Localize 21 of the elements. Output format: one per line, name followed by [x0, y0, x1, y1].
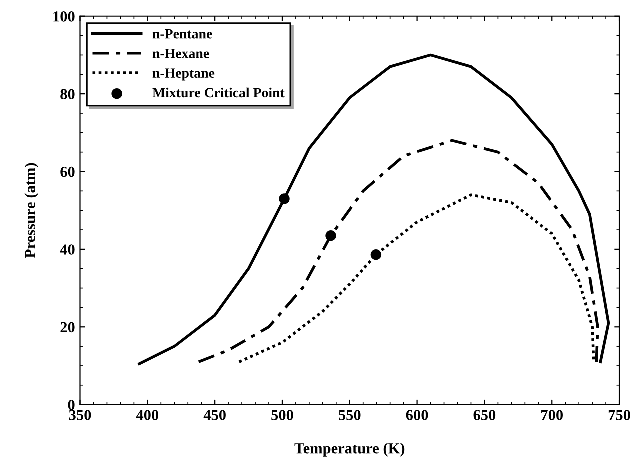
- legend-label: n-Pentane: [152, 30, 212, 39]
- x-tick-label: 400: [136, 410, 159, 420]
- x-tick-label: 650: [474, 410, 496, 420]
- x-tick-label: 450: [204, 410, 226, 420]
- x-tick-label: 350: [69, 410, 92, 420]
- y-tick-label: 100: [54, 12, 75, 22]
- x-tick-label: 550: [339, 410, 361, 420]
- legend-label: n-Hexane: [152, 49, 210, 58]
- legend-label: n-Heptane: [152, 68, 215, 81]
- y-tick-label: 0: [68, 400, 75, 410]
- x-tick-label: 750: [608, 410, 630, 420]
- x-axis-title: Temperature (K): [294, 442, 405, 457]
- x-tick-label: 500: [272, 410, 294, 420]
- x-tick-label: 600: [406, 410, 428, 420]
- x-tick-label: 700: [542, 410, 563, 420]
- y-axis-title: Pressure (atm): [24, 163, 39, 258]
- y-tick-label: 20: [60, 322, 75, 333]
- y-tick-label: 40: [60, 244, 75, 255]
- y-tick-label: 80: [60, 89, 75, 100]
- y-tick-label: 60: [60, 166, 75, 178]
- legend-label: Mixture Critical Point: [152, 88, 285, 98]
